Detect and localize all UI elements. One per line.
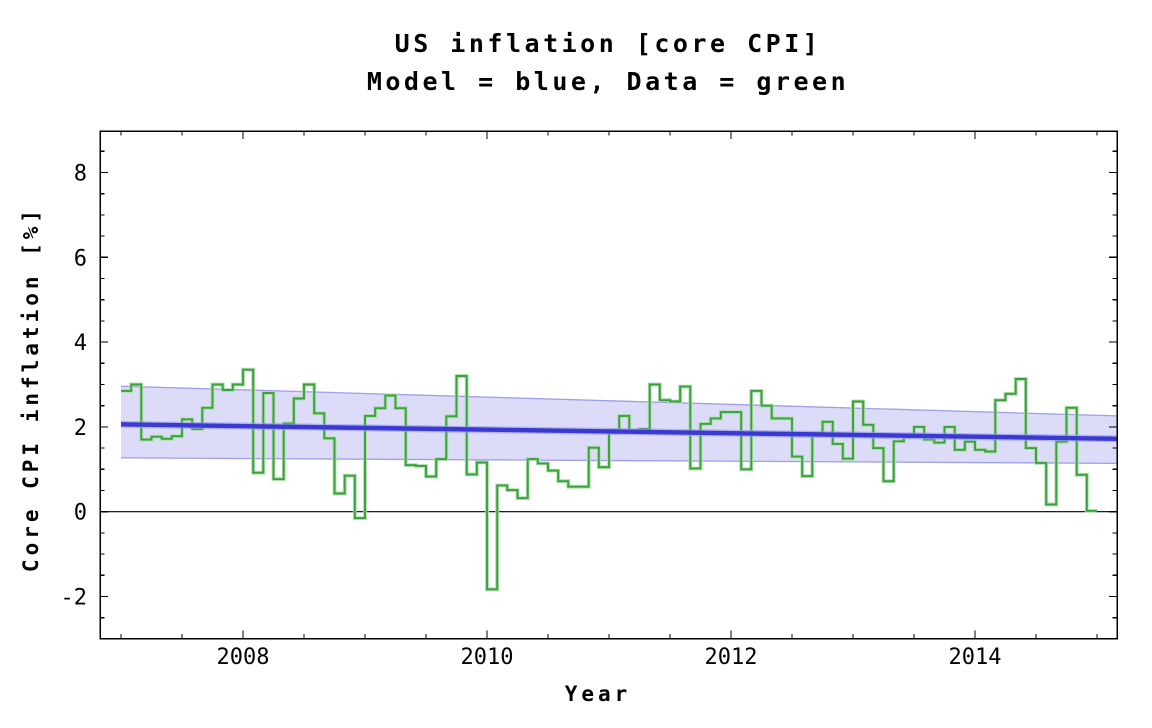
y-tick-label: 0 [74, 501, 87, 526]
x-tick-label: 2010 [461, 645, 514, 670]
y-tick-label: 8 [74, 162, 87, 187]
chart-title-line1: US inflation [core CPI] [395, 29, 822, 58]
y-tick-label: 2 [74, 416, 87, 441]
chart-title-line2: Model = blue, Data = green [367, 67, 849, 96]
x-axis-title: Year [565, 682, 632, 706]
x-tick-label: 2008 [217, 645, 270, 670]
y-axis-title: Core CPI inflation [%] [19, 206, 43, 572]
y-tick-label: 6 [74, 246, 87, 271]
x-tick-label: 2012 [705, 645, 758, 670]
tick-layer [100, 131, 1117, 639]
band-lower-edge [120, 457, 1118, 465]
x-tick-label: 2014 [949, 645, 1002, 670]
y-tick-label: -2 [61, 586, 88, 611]
y-tick-label: 4 [74, 331, 87, 356]
model-line [120, 422, 1118, 441]
band-upper-edge [120, 385, 1118, 417]
data-series-line [121, 368, 1097, 591]
model-line-layer [120, 420, 1118, 443]
data-series-layer [121, 367, 1097, 592]
tick-label-layer: 2008 2010 2012 2014 -2 0 2 4 6 8 [61, 162, 1002, 671]
